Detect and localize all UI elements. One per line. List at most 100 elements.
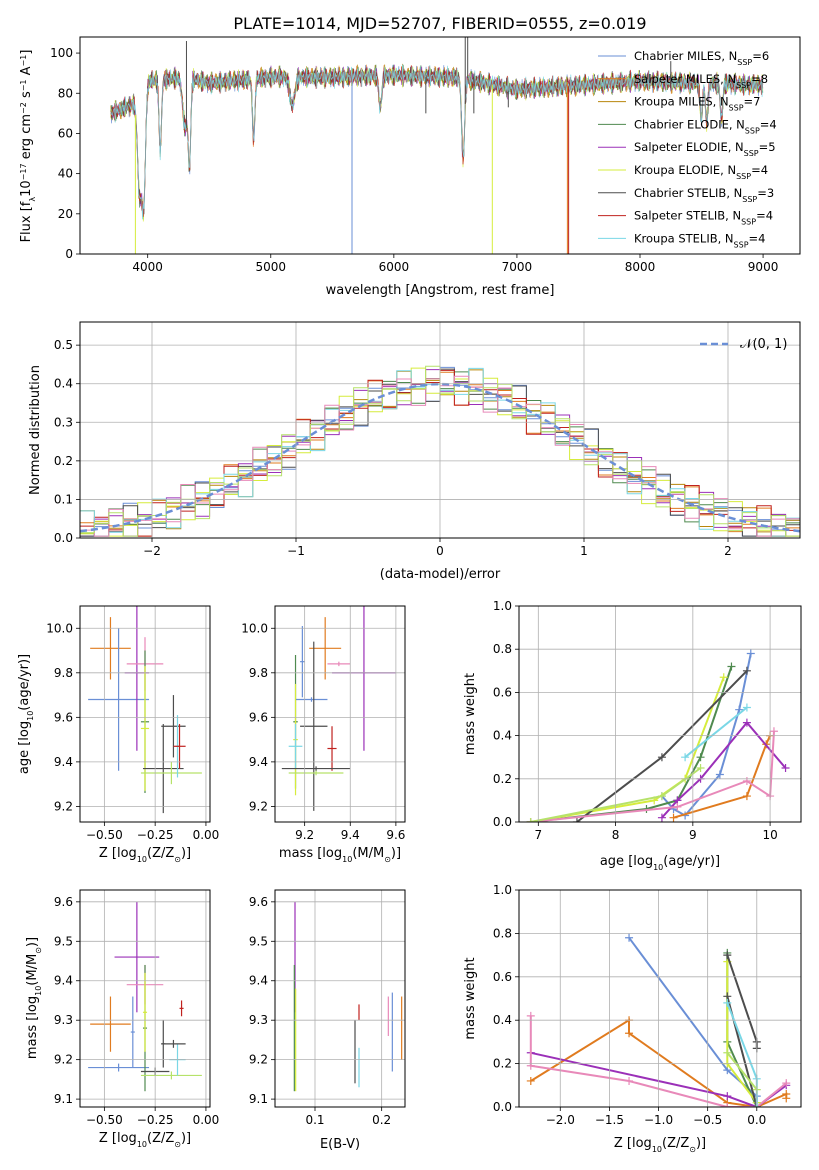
label-part: ⊙ — [689, 1145, 696, 1154]
x-tick-label: 0.1 — [305, 1113, 324, 1127]
x-axis-label: Z [log10(Z/Z⊙)] — [99, 1131, 191, 1149]
y-axis-label: Normed distribution — [28, 365, 43, 495]
weight-series — [526, 764, 705, 822]
label-part: =4 — [760, 117, 777, 131]
y-tick-label: 20 — [58, 207, 73, 221]
label-part: ] — [19, 50, 34, 55]
weight-series — [526, 727, 778, 822]
x-tick-label: 9 — [689, 828, 697, 842]
label-part: Z [log — [99, 846, 137, 861]
error-bar-point — [281, 766, 351, 771]
weight-line — [726, 954, 758, 1049]
y-tick-label: 0.4 — [54, 377, 73, 391]
y-tick-label: 0.6 — [493, 970, 512, 984]
weight-marker — [742, 718, 751, 727]
axes-frame — [79, 889, 211, 1108]
weight-marker — [735, 705, 744, 714]
legend-entry: Chabrier MILES, NSSP=6 — [634, 49, 769, 67]
weight-marker — [657, 792, 666, 801]
y-tick-label: 0.4 — [493, 1013, 512, 1027]
legend-entry: Salpeter STELIB, NSSP=4 — [634, 209, 773, 227]
x-tick-label: −0.50 — [86, 828, 123, 842]
y-axis-label: mass weight — [463, 957, 478, 1039]
weight-series — [723, 957, 761, 1107]
x-tick-label: 6000 — [379, 260, 410, 274]
y-tick-label: 1.0 — [493, 883, 512, 897]
weight-line — [684, 706, 748, 758]
error-bar-point — [179, 1000, 184, 1017]
label-part: 10 — [137, 855, 147, 864]
weight-marker — [723, 998, 732, 1007]
weight-marker — [742, 792, 751, 801]
y-tick-label: 0 — [65, 247, 73, 261]
error-bar-point — [161, 1039, 186, 1048]
weight-marker — [657, 813, 666, 822]
error-bar-point — [88, 1063, 150, 1072]
y-tick-label: 0.5 — [54, 338, 73, 352]
label-part: =8 — [751, 72, 768, 86]
label-part: SSP — [737, 58, 752, 67]
weight-line — [726, 961, 758, 1104]
label-part: (Z/Z — [147, 846, 174, 861]
error-bar-point — [90, 996, 131, 1052]
label-part: Z [log — [614, 1136, 652, 1151]
y-tick-label: 9.5 — [249, 934, 268, 948]
weight-marker — [526, 1061, 535, 1070]
y-tick-label: 0.0 — [493, 815, 512, 829]
label-part: )] — [391, 846, 401, 861]
label-part: Flux [f — [19, 201, 34, 242]
label-part: )] — [696, 1136, 706, 1151]
y-tick-label: 9.2 — [54, 1053, 73, 1067]
label-part: Salpeter STELIB, N — [634, 209, 741, 223]
weight-marker — [669, 813, 678, 822]
legend-entry: 𝒩(0, 1) — [740, 337, 787, 352]
y-tick-label: 40 — [58, 167, 73, 181]
label-part: −17 — [19, 163, 28, 180]
x-tick-label: −0.25 — [137, 1113, 174, 1127]
y-tick-label: 9.6 — [54, 895, 73, 909]
label-part: age [log — [600, 854, 653, 869]
label-part: (M/M — [352, 846, 384, 861]
label-part: (M/M — [25, 954, 40, 986]
label-part: SSP — [736, 172, 751, 181]
y-tick-label: 9.6 — [54, 710, 73, 724]
age-vs-Z-plot-area — [88, 606, 202, 814]
label-part: =4 — [751, 163, 768, 177]
weight-marker — [782, 1079, 791, 1088]
label-part: λ — [28, 197, 37, 202]
y-tick-label: 0.2 — [493, 1057, 512, 1071]
x-tick-label: 7000 — [502, 260, 533, 274]
weight-marker — [625, 1029, 634, 1038]
y-tick-label: 9.4 — [54, 974, 73, 988]
x-tick-label: −1.5 — [595, 1113, 624, 1127]
weight-line — [673, 735, 772, 819]
label-part: erg cm — [19, 114, 34, 163]
weight-marker — [782, 1094, 791, 1103]
y-tick-label: 9.2 — [249, 1053, 268, 1067]
x-tick-label: −2 — [143, 544, 161, 558]
weight-marker — [715, 770, 724, 779]
weight-marker — [681, 753, 690, 762]
label-part: mass [log — [25, 996, 40, 1059]
age-vs-mass-panel: 9.2 9.4 9.6 9.2 9.4 9.6 9.8 10.0 mass [log10(M/M… — [241, 605, 406, 864]
weight-vs-Z-panel: −2.0 −1.5 −1.0 −0.5 0.0 0.0 0.2 0.4 0.6 0.8 1.0 Z [… — [463, 883, 802, 1154]
label-part: Chabrier ELODIE, N — [634, 117, 745, 131]
error-bar-point — [288, 770, 344, 776]
error-bar-point — [88, 628, 150, 771]
y-tick-label: 100 — [50, 46, 73, 60]
x-axis-label: age [log10(age/yr)] — [600, 854, 720, 872]
x-tick-label: −0.50 — [86, 1113, 123, 1127]
label-part: Kroupa MILES, N — [634, 95, 729, 109]
weight-marker — [742, 776, 751, 785]
error-bar-point — [140, 761, 202, 785]
label-part: mass [log — [279, 846, 342, 861]
weight-marker — [719, 673, 728, 682]
x-axis-label: mass [log10(M/M⊙)] — [279, 846, 401, 864]
weight-marker — [625, 933, 634, 942]
y-tick-label: 9.1 — [54, 1092, 73, 1106]
label-part: SSP — [744, 149, 759, 158]
weight-vs-age-plot-area — [526, 649, 790, 822]
label-part: 10 — [653, 863, 663, 872]
label-part: )] — [181, 1131, 191, 1146]
x-tick-label: 4000 — [132, 260, 163, 274]
